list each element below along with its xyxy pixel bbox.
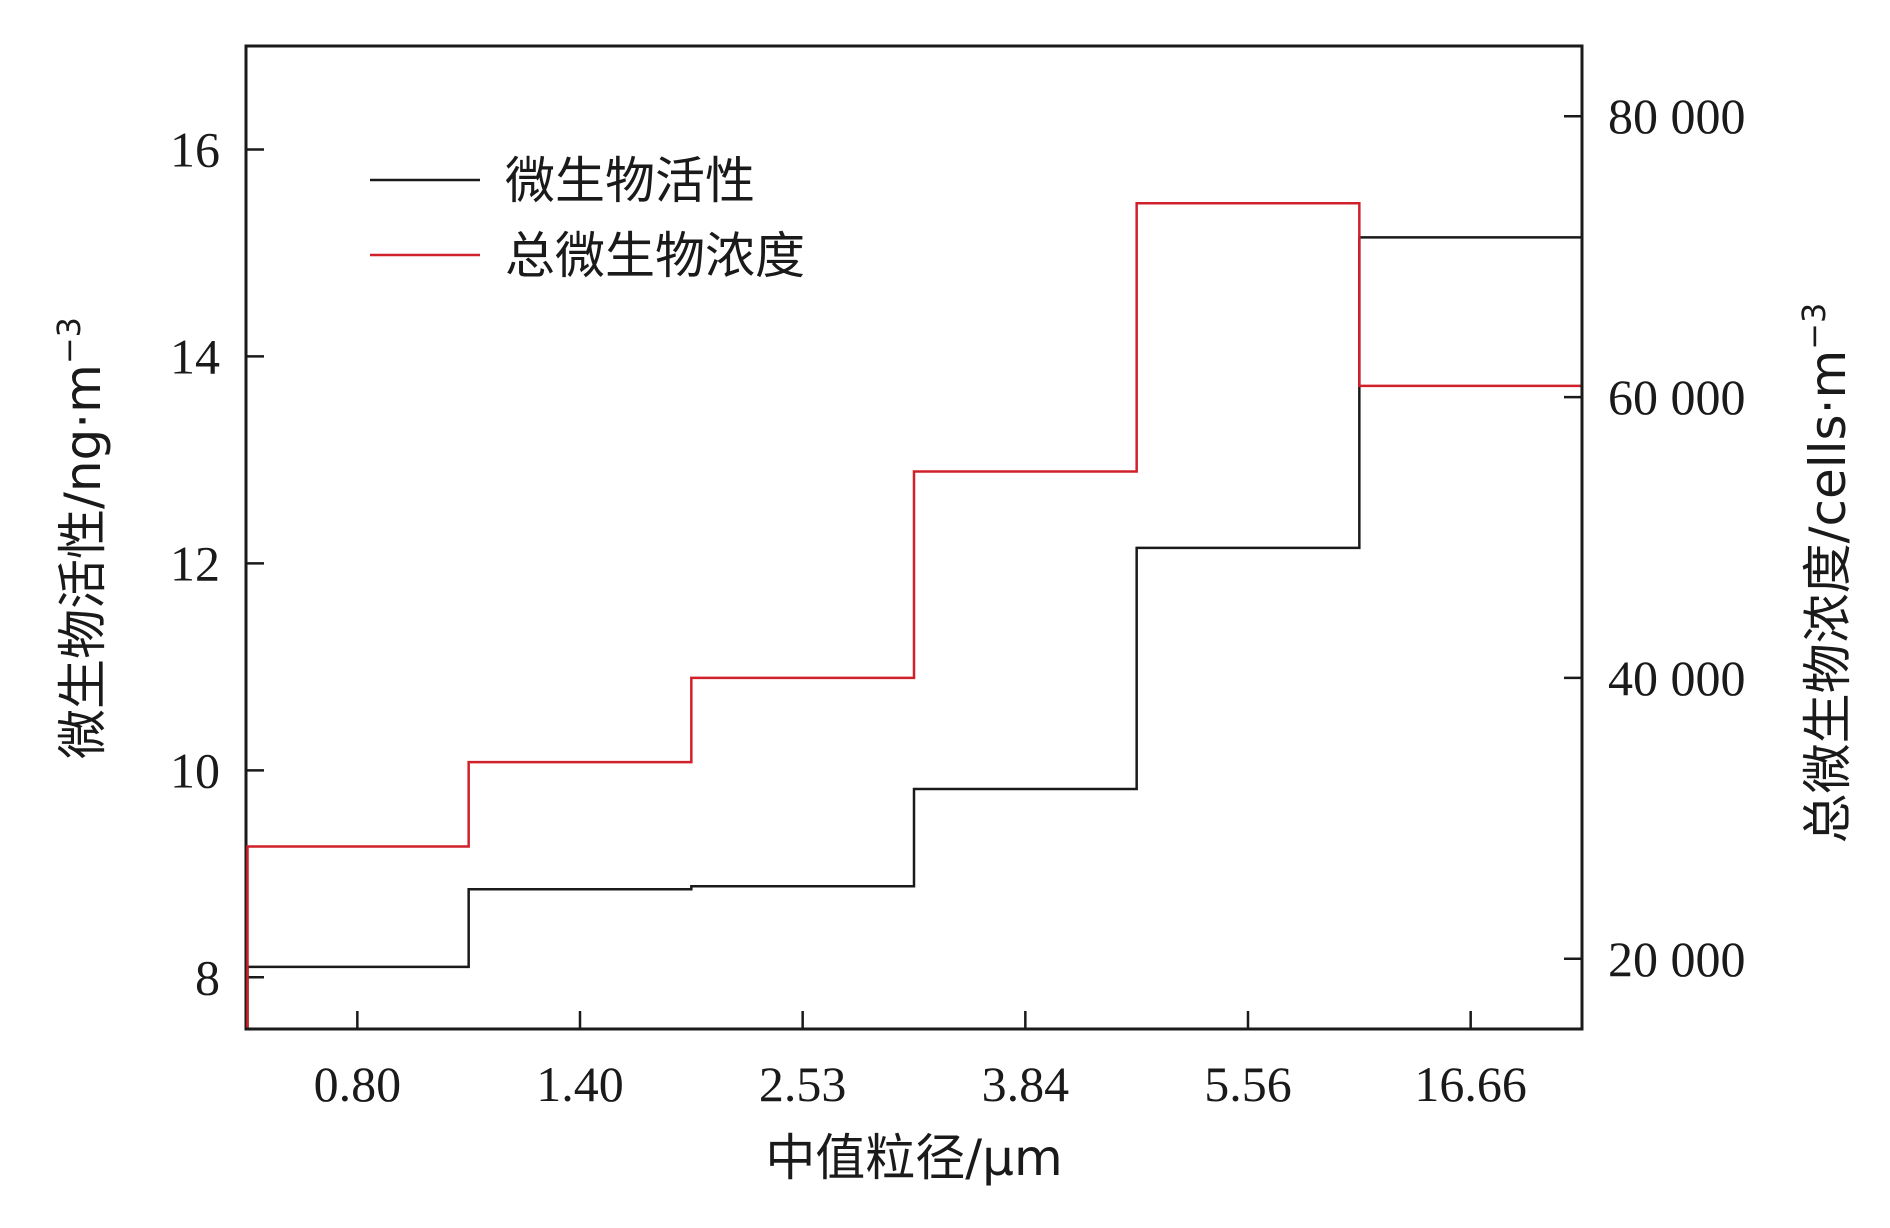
left-y-tick-label: 16 [170,121,220,177]
right-y-axis-title-exponent: −3 [1795,303,1833,350]
x-tick-label: 5.56 [1204,1056,1292,1112]
series-line-0 [246,236,1581,1028]
x-tick-label: 0.80 [314,1056,402,1112]
left-y-tick-label: 10 [170,742,220,798]
left-y-axis-title-exponent: −3 [50,317,88,364]
right-y-tick-label: 40 000 [1608,650,1746,706]
series-line-1 [246,202,1581,1028]
right-y-tick-label: 80 000 [1608,88,1746,144]
svg-text:总微生物浓度/cells·m−3: 总微生物浓度/cells·m−3 [1795,303,1857,844]
right-y-axis-ticks: 20 000 40 000 60 000 80 000 [1564,88,1746,987]
left-y-tick-label: 14 [170,328,220,384]
x-tick-label: 3.84 [982,1056,1070,1112]
left-y-axis-ticks: 8 10 12 14 16 [170,121,264,1005]
x-tick-label: 16.66 [1414,1056,1527,1112]
svg-text:微生物活性/ng·m−3: 微生物活性/ng·m−3 [50,317,112,759]
right-y-tick-label: 60 000 [1608,369,1746,425]
left-y-axis-title-text: 微生物活性/ng·m [54,364,112,759]
legend-label-concentration: 总微生物浓度 [505,227,805,285]
right-y-axis-title-text: 总微生物浓度/cells·m [1799,350,1857,844]
x-axis-title: 中值粒径/μm [765,1129,1062,1187]
plot-frame [244,44,1584,1031]
legend-label-activity: 微生物活性 [505,152,755,210]
left-y-axis-title: 微生物活性/ng·m−3 [50,317,112,759]
x-tick-label: 2.53 [759,1056,847,1112]
series-layer [246,202,1581,1028]
right-y-axis-title: 总微生物浓度/cells·m−3 [1795,303,1857,844]
left-y-tick-label: 8 [195,949,220,1005]
legend: 微生物活性 总微生物浓度 [370,152,805,285]
x-axis-ticks: 0.80 1.40 2.53 3.84 5.56 16.66 [314,1011,1527,1112]
left-y-tick-label: 12 [170,535,220,591]
right-y-tick-label: 20 000 [1608,931,1746,987]
x-tick-label: 1.40 [536,1056,624,1112]
